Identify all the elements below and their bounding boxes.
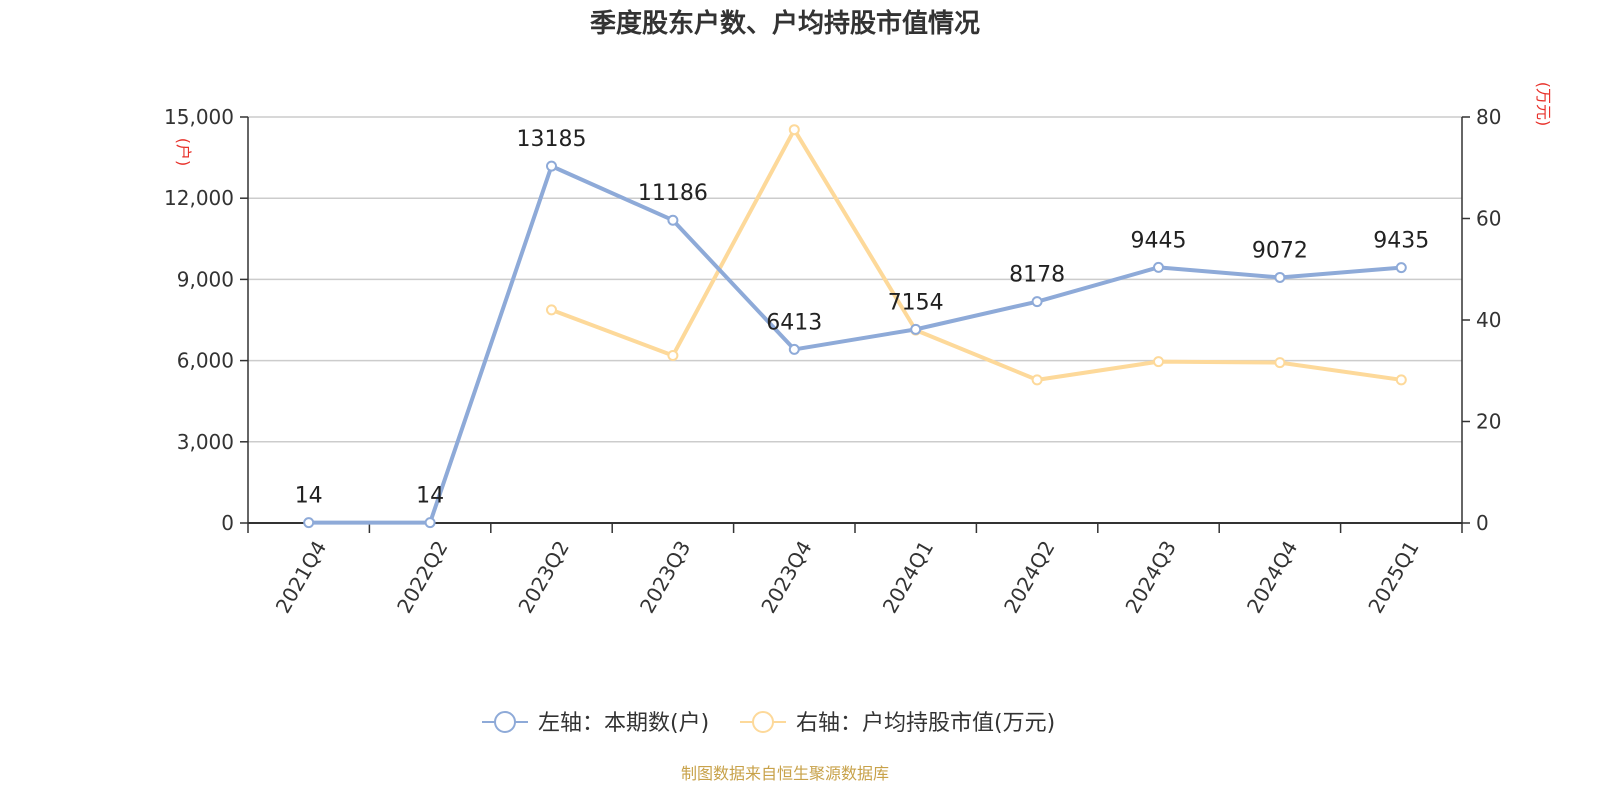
data-point-right bbox=[1031, 374, 1043, 386]
legend-marker-icon bbox=[752, 711, 774, 733]
legend-item-right-series[interactable]: 右轴：户均持股市值(万元) bbox=[740, 711, 1055, 736]
left-tick-label: 0 bbox=[221, 511, 234, 535]
x-tick-label: 2021Q4 bbox=[271, 537, 331, 618]
data-label: 9445 bbox=[1131, 228, 1187, 253]
data-point-left bbox=[910, 323, 922, 335]
x-tick-label: 2024Q2 bbox=[999, 537, 1059, 618]
legend-item-left-series[interactable]: 左轴：本期数(户) bbox=[482, 711, 709, 736]
data-point-left bbox=[424, 517, 436, 529]
legend-label-right: 右轴：户均持股市值(万元) bbox=[796, 711, 1055, 736]
x-tick-label: 2023Q3 bbox=[635, 537, 695, 618]
data-point-left bbox=[1153, 261, 1164, 273]
data-point-right bbox=[667, 350, 679, 362]
data-point-right bbox=[1153, 356, 1164, 368]
data-label: 9435 bbox=[1373, 229, 1429, 254]
right-tick-label: 20 bbox=[1476, 410, 1501, 434]
data-label: 11186 bbox=[638, 181, 708, 206]
x-tick-label: 2025Q1 bbox=[1363, 537, 1423, 618]
data-point-right bbox=[1274, 357, 1286, 369]
data-label: 14 bbox=[295, 484, 323, 509]
data-labels: 14 14 13185 11186 6413 7154 8178 9445 9072 9435 bbox=[295, 127, 1430, 508]
legend: 左轴：本期数(户) 右轴：户均持股市值(万元) bbox=[482, 711, 1055, 736]
left-tick-label: 15,000 bbox=[164, 105, 234, 129]
data-label: 14 bbox=[416, 484, 444, 509]
data-point-right bbox=[1395, 374, 1407, 386]
x-tick-label: 2024Q1 bbox=[878, 537, 938, 618]
data-point-left bbox=[546, 160, 557, 172]
x-tick-label: 2023Q2 bbox=[513, 537, 573, 618]
x-tick-label: 2024Q4 bbox=[1242, 537, 1302, 618]
right-tick-label: 40 bbox=[1476, 308, 1501, 332]
series-layer bbox=[303, 124, 1407, 529]
data-point-left bbox=[1031, 296, 1043, 308]
left-tick-label: 3,000 bbox=[177, 430, 234, 454]
data-label: 13185 bbox=[517, 127, 587, 152]
legend-marker-icon bbox=[494, 711, 516, 733]
x-tick-label: 2023Q4 bbox=[756, 537, 816, 618]
data-point-right bbox=[788, 124, 800, 136]
left-tick-label: 9,000 bbox=[177, 267, 234, 291]
right-axis-unit-label: (万元) bbox=[1534, 82, 1553, 127]
right-tick-label: 80 bbox=[1476, 105, 1501, 129]
left-tick-label: 12,000 bbox=[164, 186, 234, 210]
data-point-left bbox=[788, 343, 800, 355]
right-tick-label: 0 bbox=[1476, 511, 1489, 535]
left-tick-label: 6,000 bbox=[177, 349, 234, 373]
series-line-right bbox=[550, 127, 1402, 382]
data-label: 7154 bbox=[888, 290, 944, 315]
data-label: 9072 bbox=[1252, 238, 1308, 263]
data-point-left bbox=[303, 517, 315, 529]
data-point-left bbox=[1274, 271, 1286, 283]
data-point-left bbox=[667, 214, 679, 226]
x-tick-label: 2024Q3 bbox=[1120, 537, 1180, 618]
series-line-left bbox=[308, 164, 1402, 525]
chart-title: 季度股东户数、户均持股市值情况 bbox=[590, 8, 980, 39]
right-tick-label: 60 bbox=[1476, 207, 1501, 231]
x-tick-label: 2022Q2 bbox=[392, 537, 452, 618]
data-label: 8178 bbox=[1009, 263, 1065, 288]
source-note: 制图数据来自恒生聚源数据库 bbox=[681, 764, 889, 783]
left-axis-unit-label: (户) bbox=[174, 138, 193, 167]
data-label: 6413 bbox=[766, 310, 822, 335]
data-point-left bbox=[1395, 262, 1407, 274]
data-point-right bbox=[546, 304, 557, 316]
legend-label-left: 左轴：本期数(户) bbox=[538, 711, 709, 736]
